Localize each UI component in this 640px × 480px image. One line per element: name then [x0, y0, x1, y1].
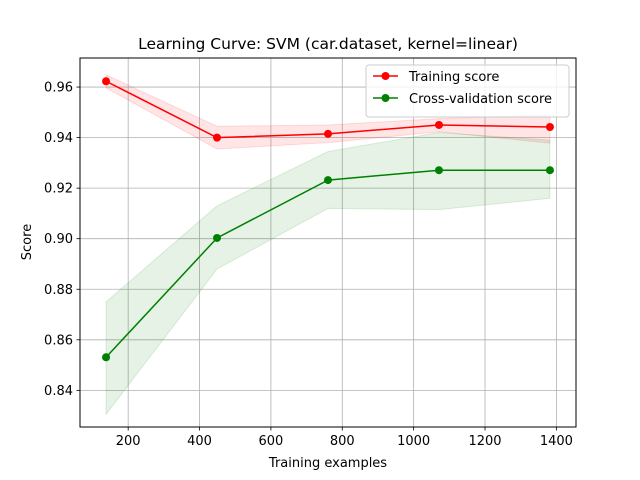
training-score-point: [102, 77, 111, 86]
y-tick-label: 0.90: [44, 232, 73, 247]
cv-score-point: [102, 353, 111, 362]
x-tick-label: 600: [258, 434, 283, 449]
plot-frame: [79, 57, 577, 428]
grid-lines: [80, 58, 576, 427]
training-score-point: [213, 133, 222, 142]
chart-title: Learning Curve: SVM (car.dataset, kernel…: [138, 35, 518, 53]
cv-score-point: [324, 176, 332, 185]
training-score-point: [434, 120, 443, 129]
x-tick-label: 1000: [397, 434, 430, 449]
legend-box: [365, 64, 570, 118]
legend: Training score Cross-validation score: [365, 64, 570, 118]
y-tick-label: 0.94: [44, 131, 73, 146]
cv-score-point: [213, 233, 222, 242]
x-axis-ticks: 200 400 600 800 1000 1200 1400: [116, 427, 573, 449]
x-tick-label: 1200: [468, 434, 501, 449]
training-score-point: [324, 129, 332, 138]
legend-training-marker: [381, 72, 390, 80]
legend-cv-label: Cross-validation score: [409, 92, 552, 107]
y-tick-label: 0.88: [44, 283, 73, 298]
training-score-band: [105, 74, 551, 150]
legend-training-label: Training score: [408, 70, 499, 85]
y-tick-label: 0.92: [44, 182, 73, 197]
cv-score-band: [105, 132, 551, 416]
training-score-point: [545, 122, 554, 131]
confidence-bands: [105, 74, 551, 416]
legend-cv-marker: [381, 94, 390, 102]
x-tick-label: 1400: [540, 434, 573, 449]
series-points: [102, 77, 554, 362]
y-axis-label: Score: [20, 224, 35, 260]
x-axis-label: Training examples: [268, 456, 387, 471]
y-tick-label: 0.84: [44, 384, 73, 399]
x-tick-label: 400: [187, 434, 212, 449]
y-tick-label: 0.86: [44, 333, 73, 348]
x-tick-label: 200: [116, 434, 141, 449]
cv-score-point: [545, 166, 554, 175]
y-axis-ticks: 0.84 0.86 0.88 0.90 0.92 0.94 0.96: [44, 81, 80, 399]
x-tick-label: 800: [330, 434, 355, 449]
cv-score-point: [434, 166, 443, 175]
y-tick-label: 0.96: [44, 81, 73, 96]
